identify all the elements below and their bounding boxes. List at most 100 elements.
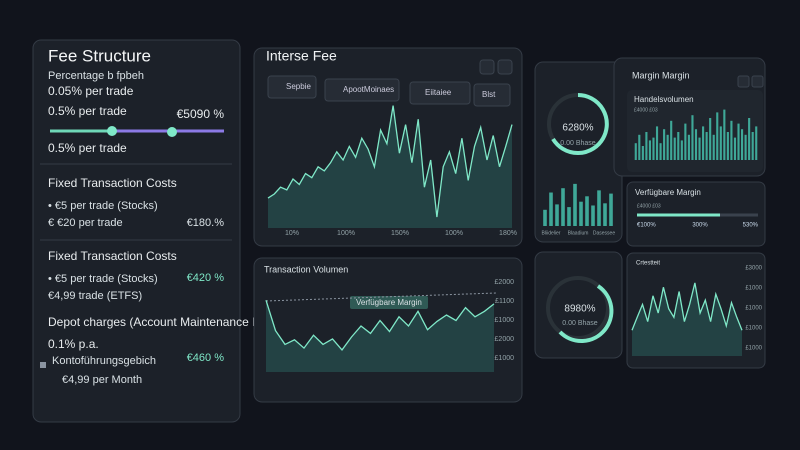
bar xyxy=(549,192,553,226)
y-label: £2000 xyxy=(495,336,515,343)
y-label: £1000 xyxy=(745,306,762,312)
card-title: Verfügbare Margin xyxy=(635,188,701,197)
tag-label: Verfügbare Margin xyxy=(356,298,422,307)
icon-button[interactable] xyxy=(479,59,495,75)
bar-label: Bliidelier xyxy=(542,230,561,236)
bar xyxy=(680,140,683,160)
gauge-label: 0.00 Bhase xyxy=(560,140,596,147)
bar xyxy=(737,123,740,160)
bar xyxy=(663,129,666,160)
bar xyxy=(733,137,737,160)
panel-title: Margin Margin xyxy=(632,70,690,80)
amount: €460 % xyxy=(187,352,225,364)
bar xyxy=(648,140,652,160)
bar xyxy=(687,134,690,160)
y-label: £2000 xyxy=(495,279,515,286)
fee-panel xyxy=(32,39,241,423)
dropdown[interactable] xyxy=(473,83,511,107)
card-title: Crtestteit xyxy=(636,261,660,267)
bar xyxy=(716,112,719,160)
bar xyxy=(740,129,744,160)
gauge-value: 6280% xyxy=(562,123,593,134)
panel-title: Interse Fee xyxy=(266,48,337,64)
area xyxy=(266,300,494,372)
bar xyxy=(691,115,694,160)
line xyxy=(267,105,513,218)
item: € €20 per trade xyxy=(48,217,123,229)
bar xyxy=(684,123,687,160)
dropdown[interactable] xyxy=(409,81,471,105)
bar xyxy=(670,120,673,160)
bar xyxy=(709,118,712,160)
bar-label: Dasessee xyxy=(593,230,615,236)
bar xyxy=(751,132,754,160)
bar xyxy=(659,143,662,160)
section-title: Depot charges (Account Maintenance Fees) xyxy=(48,315,283,329)
progress-label: €100% xyxy=(637,223,656,229)
bar xyxy=(723,109,726,160)
bar xyxy=(543,209,547,226)
gauge-track xyxy=(546,276,610,340)
card-subtitle: £4000 £03 xyxy=(634,107,658,113)
y-label: £1000 xyxy=(495,317,515,324)
y-label: £3000 xyxy=(745,266,762,272)
bar xyxy=(748,118,751,160)
bar xyxy=(567,207,571,226)
y-label: £1000 xyxy=(495,355,515,362)
button-label: Blst xyxy=(482,90,496,99)
item: €4,99 per Month xyxy=(62,374,142,386)
x-label: 100% xyxy=(337,230,355,237)
dropdown[interactable] xyxy=(324,78,400,102)
gauge-value: 8980% xyxy=(564,304,595,315)
button-label: Eiitaiee xyxy=(425,88,452,97)
button[interactable] xyxy=(267,75,317,99)
bar xyxy=(634,143,637,160)
icon-button[interactable] xyxy=(497,59,513,75)
slider-handle[interactable] xyxy=(167,127,177,137)
bar xyxy=(555,204,559,226)
bar xyxy=(677,132,680,160)
item: Kontoführungsgebich xyxy=(52,355,156,367)
gauge-label: 0.00 Bhase xyxy=(562,320,598,327)
bar xyxy=(702,126,705,160)
x-label: 10% xyxy=(285,230,299,237)
rate: 0.5% per trade xyxy=(48,141,127,155)
icon-button[interactable] xyxy=(751,75,764,88)
bar xyxy=(719,126,722,160)
item: 0.1% p.a. xyxy=(48,337,99,351)
bar xyxy=(652,137,655,160)
amount: €5090 % xyxy=(177,107,225,121)
bar xyxy=(694,129,698,160)
bar xyxy=(712,134,715,160)
bar xyxy=(655,126,659,160)
card-subtitle: £4000 £03 xyxy=(637,203,661,209)
bar-label: Blaadium xyxy=(568,230,589,236)
item: • €5 per trade (Stocks) xyxy=(48,200,158,212)
bar xyxy=(673,137,676,160)
x-label: 180% xyxy=(499,230,517,237)
section-title: Fixed Transaction Costs xyxy=(48,176,177,190)
bar xyxy=(666,134,669,160)
button-label: Sepbie xyxy=(286,82,311,91)
icon xyxy=(40,362,46,368)
bar xyxy=(591,205,595,226)
slider-handle[interactable] xyxy=(107,126,117,136)
button-label: ApootMoinaes xyxy=(343,85,394,94)
amount: €180.% xyxy=(187,217,225,229)
bar xyxy=(744,134,747,160)
bar xyxy=(726,132,729,160)
icon-button[interactable] xyxy=(737,75,750,88)
bar xyxy=(641,146,644,160)
y-label: £1000 xyxy=(745,346,762,352)
rate: 0.05% per trade xyxy=(48,84,134,98)
card-title: Handelsvolumen xyxy=(634,95,694,104)
bar xyxy=(638,134,641,160)
bar xyxy=(561,188,565,226)
progress-label: 300% xyxy=(692,223,708,229)
y-label: £1000 xyxy=(745,286,762,292)
subtitle: Percentage b fpbeh xyxy=(48,70,144,82)
bar xyxy=(603,203,607,226)
item: • €5 per trade (Stocks) xyxy=(48,273,158,285)
item: €4,99 trade (ETFS) xyxy=(48,290,142,302)
